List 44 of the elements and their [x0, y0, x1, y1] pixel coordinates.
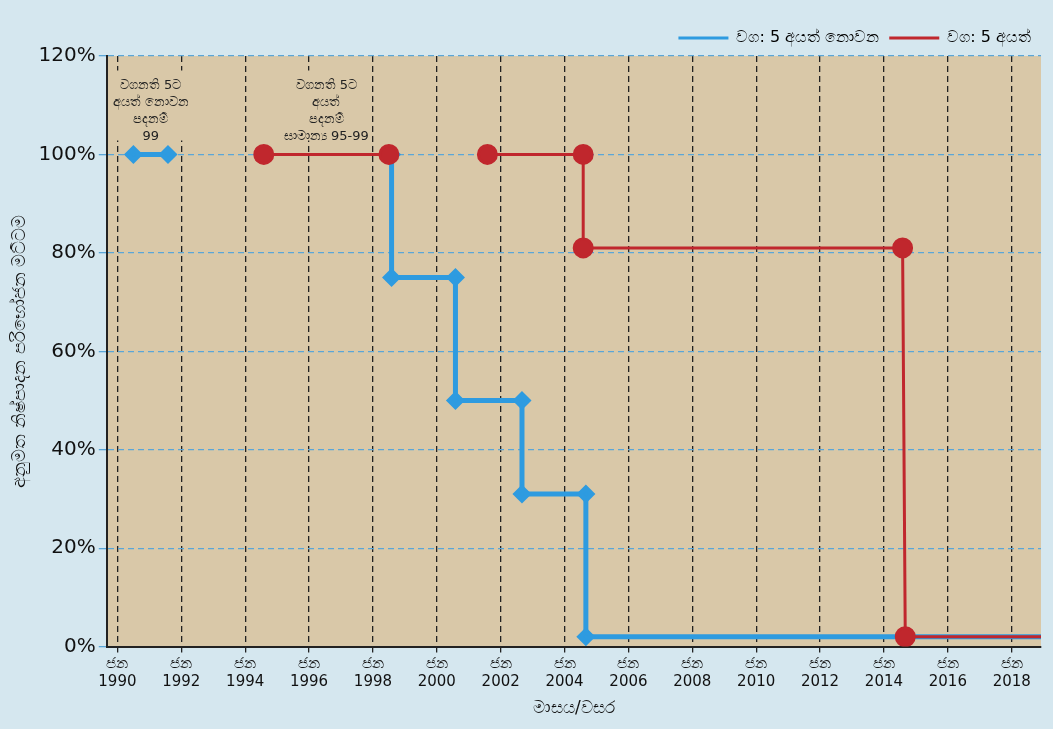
x-tick-label: ජන 2018 [992, 654, 1031, 691]
x-tick-label: ජන 2016 [928, 654, 967, 691]
x-tick-label: ජන 2012 [800, 654, 840, 691]
x-tick-label: ජන 2000 [417, 654, 456, 691]
y-tick-label: 20% [51, 534, 96, 559]
x-tick-label: ජන 1996 [289, 654, 329, 691]
x-tick-label: ජන 2002 [481, 654, 520, 691]
y-tick-label: 40% [51, 435, 96, 460]
point [513, 392, 531, 410]
y-tick-label: 100% [38, 140, 96, 165]
annotation: වගනති 5ට අයත් පදනම් සාමාන්‍ය 95-99 [283, 76, 369, 143]
x-axis-title: මාසය/වසර [533, 697, 616, 718]
point [572, 143, 594, 165]
x-tick-label: ජන 2014 [864, 654, 904, 691]
legend-label: වග: 5 අයත් [947, 27, 1032, 48]
x-tick-label: ජන 2004 [545, 654, 584, 691]
point [572, 237, 594, 259]
y-tick-label: 120% [38, 42, 96, 67]
x-tick-label: ජන 1998 [353, 654, 393, 691]
x-tick-label: ජන 2010 [737, 654, 776, 691]
x-tick-label: ජන 1994 [226, 654, 265, 691]
annotation: වගනති 5ට අයත් නොවන පදනම් 99 [112, 76, 189, 143]
point [446, 268, 464, 286]
x-tick-label: ජන 1990 [98, 654, 137, 691]
y-tick-label: 80% [51, 239, 96, 264]
point [446, 392, 464, 410]
legend-label: වග: 5 අයත් නොවන [736, 27, 880, 48]
point [253, 143, 275, 165]
point [383, 268, 401, 286]
point [476, 143, 498, 165]
point [378, 143, 400, 165]
point [124, 145, 142, 163]
point [159, 145, 177, 163]
point [513, 485, 531, 503]
y-tick-label: 60% [51, 337, 96, 362]
y-tick-label: 0% [64, 632, 96, 657]
point [577, 628, 595, 646]
x-tick-label: ජන 2006 [609, 654, 648, 691]
x-tick-label: ජන 1992 [162, 654, 201, 691]
point [577, 485, 595, 503]
x-tick-label: ජන 2008 [673, 654, 712, 691]
point [892, 237, 914, 259]
y-axis-title: අනුමත නිෂ්පාදන පරිභෝජන මට්ටම [8, 214, 32, 488]
point [894, 626, 916, 647]
